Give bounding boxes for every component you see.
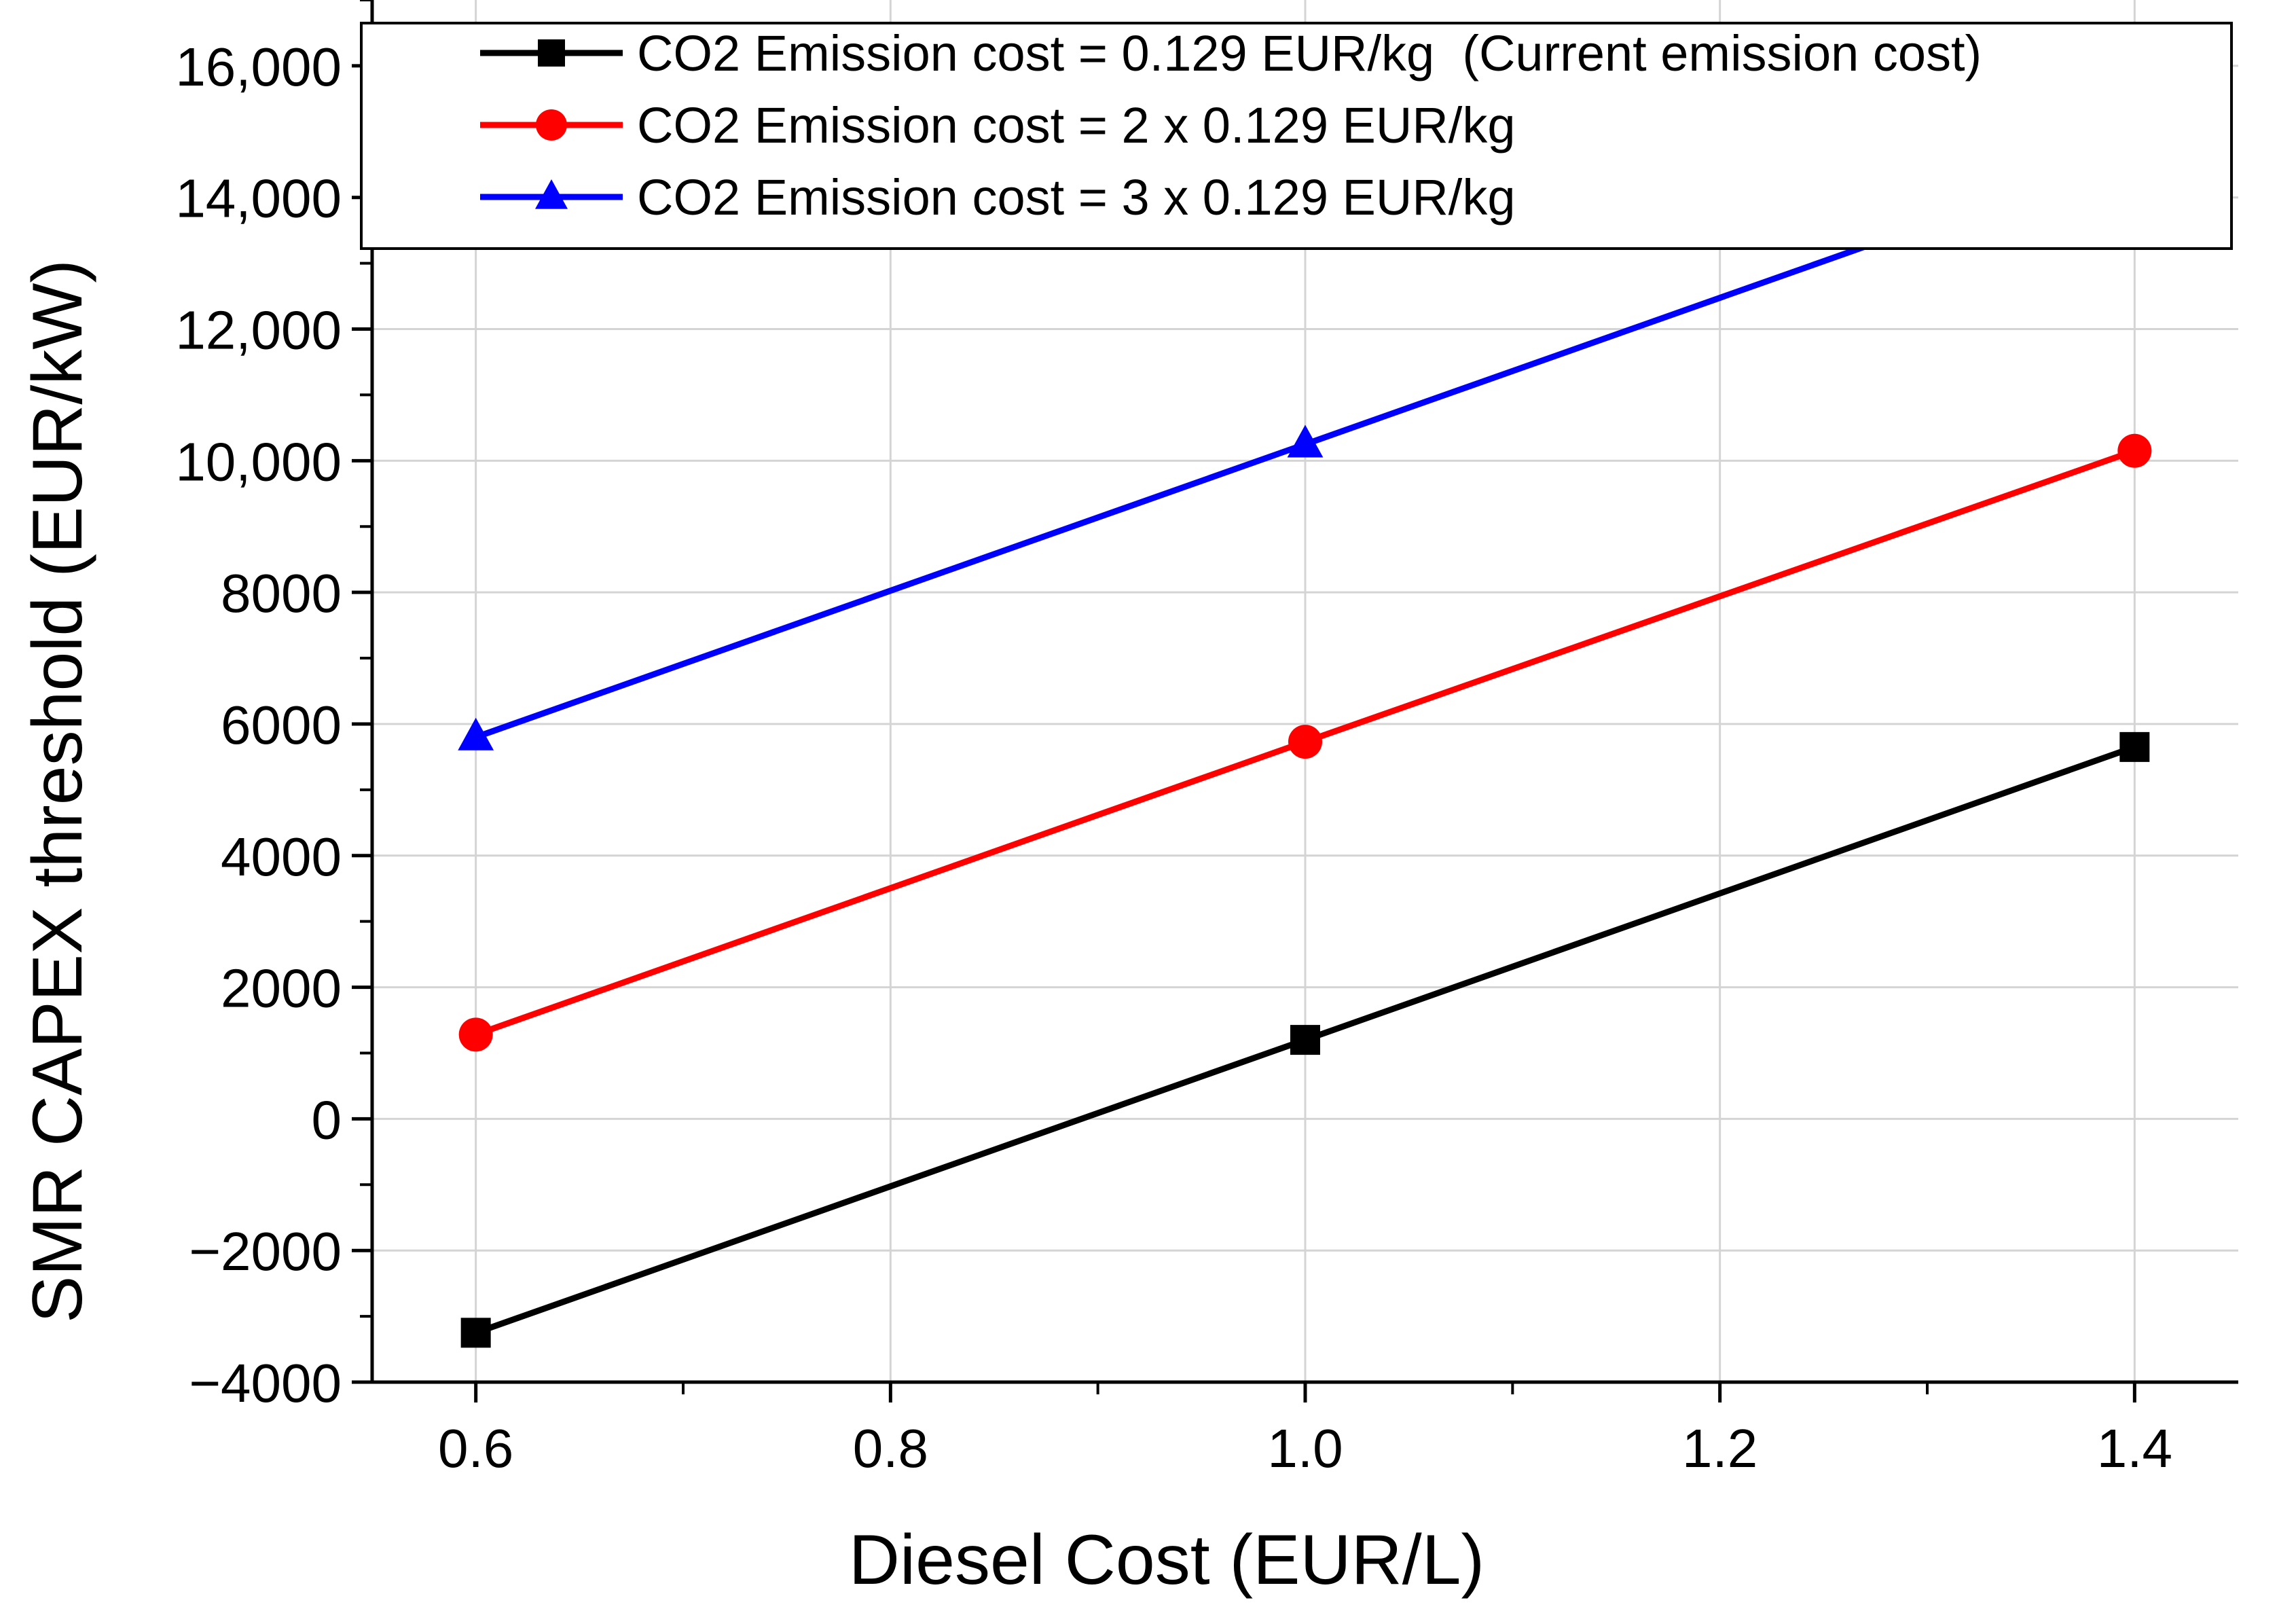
x-tick-label: 0.8	[853, 1418, 928, 1479]
data-point-3	[1287, 424, 1324, 458]
data-point-2	[1288, 725, 1322, 759]
y-axis-title: SMR CAPEX threshold (EUR/kW)	[18, 259, 97, 1323]
y-tick-label: 0	[312, 1089, 342, 1150]
data-point-1	[2119, 731, 2150, 762]
legend-marker-1	[538, 39, 565, 67]
x-tick-label: 1.4	[2097, 1418, 2172, 1479]
legend-marker-2	[536, 109, 567, 141]
y-tick-label: 4000	[221, 827, 342, 887]
y-tick-label: −4000	[189, 1353, 342, 1413]
legend-marker-3	[535, 179, 568, 209]
legend-label-1: CO2 Emission cost = 0.129 EUR/kg (Curren…	[637, 25, 1982, 82]
x-tick-label: 1.0	[1267, 1418, 1343, 1479]
y-tick-label: 8000	[221, 563, 342, 623]
data-point-3	[458, 717, 494, 750]
y-tick-label: 14,000	[175, 168, 342, 229]
data-point-2	[2117, 433, 2152, 468]
x-axis-title: Diesel Cost (EUR/L)	[849, 1521, 1484, 1599]
y-tick-label: 6000	[221, 695, 342, 755]
legend: CO2 Emission cost = 0.129 EUR/kg (Curren…	[360, 22, 2233, 250]
data-point-1	[1290, 1025, 1320, 1055]
legend-box	[360, 22, 2233, 250]
y-tick-label: 10,000	[175, 431, 342, 492]
legend-label-3: CO2 Emission cost = 3 x 0.129 EUR/kg	[637, 169, 1515, 225]
data-point-2	[458, 1017, 493, 1052]
legend-label-2: CO2 Emission cost = 2 x 0.129 EUR/kg	[637, 97, 1515, 153]
tick-labels: −4000 −2000 0 2000 4000 6000 8000 10,000 12,000 1…	[175, 37, 2172, 1479]
y-tick-label: 16,000	[175, 37, 342, 97]
y-tick-label: 12,000	[175, 300, 342, 361]
x-tick-label: 0.6	[438, 1418, 513, 1479]
x-tick-label: 1.2	[1682, 1418, 1757, 1479]
y-tick-label: −2000	[189, 1221, 342, 1282]
y-tick-label: 2000	[221, 958, 342, 1019]
data-point-1	[460, 1318, 491, 1348]
